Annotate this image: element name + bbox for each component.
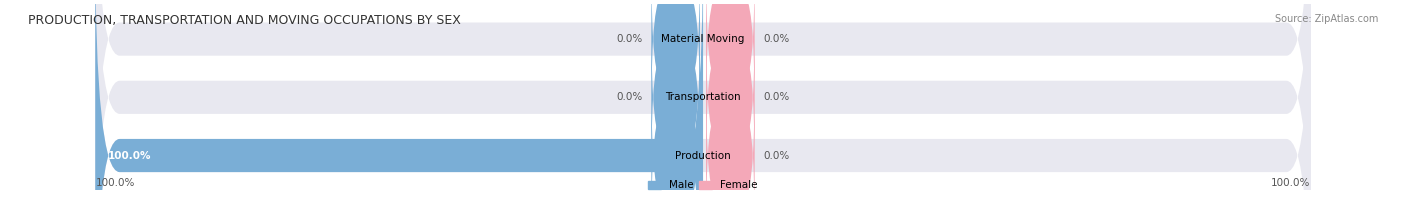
- Text: 100.0%: 100.0%: [107, 151, 150, 161]
- FancyBboxPatch shape: [706, 84, 755, 197]
- Text: 0.0%: 0.0%: [616, 92, 643, 102]
- FancyBboxPatch shape: [706, 0, 755, 110]
- Text: 0.0%: 0.0%: [763, 34, 790, 44]
- FancyBboxPatch shape: [706, 26, 755, 169]
- Text: Material Moving: Material Moving: [661, 34, 745, 44]
- Text: Source: ZipAtlas.com: Source: ZipAtlas.com: [1274, 14, 1378, 24]
- Text: 0.0%: 0.0%: [763, 92, 790, 102]
- Text: 100.0%: 100.0%: [96, 177, 135, 188]
- FancyBboxPatch shape: [651, 26, 700, 169]
- FancyBboxPatch shape: [96, 0, 1310, 197]
- FancyBboxPatch shape: [96, 0, 1310, 197]
- FancyBboxPatch shape: [96, 0, 703, 197]
- Text: PRODUCTION, TRANSPORTATION AND MOVING OCCUPATIONS BY SEX: PRODUCTION, TRANSPORTATION AND MOVING OC…: [28, 14, 461, 27]
- Text: 0.0%: 0.0%: [616, 34, 643, 44]
- Text: 100.0%: 100.0%: [1271, 177, 1310, 188]
- Text: Transportation: Transportation: [665, 92, 741, 102]
- FancyBboxPatch shape: [96, 0, 1310, 197]
- Text: 0.0%: 0.0%: [763, 151, 790, 161]
- FancyBboxPatch shape: [651, 84, 700, 197]
- Legend: Male, Female: Male, Female: [644, 176, 762, 195]
- Text: Production: Production: [675, 151, 731, 161]
- FancyBboxPatch shape: [651, 0, 700, 110]
